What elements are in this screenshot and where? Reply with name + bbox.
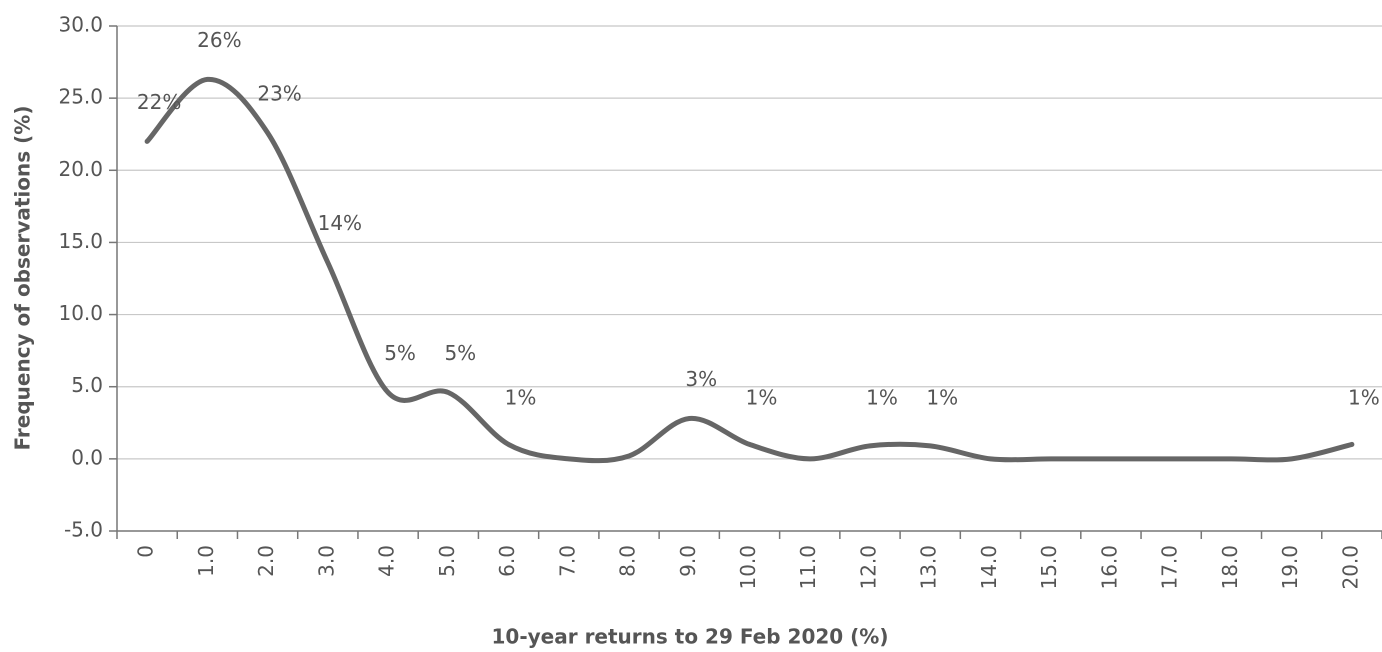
x-tick-label: 8.0 [616, 545, 640, 577]
x-tick-label: 0 [134, 545, 158, 558]
y-tick-label: 25.0 [58, 85, 103, 109]
data-label: 3% [685, 367, 717, 391]
x-tick-label: 3.0 [314, 545, 338, 577]
line [144, 76, 1355, 464]
data-label: 5% [444, 341, 476, 365]
y-tick-label: 0.0 [71, 445, 103, 469]
y-axis-title: Frequency of observations (%) [11, 106, 35, 451]
y-tick-label: 15.0 [58, 229, 103, 253]
x-tick-label: 4.0 [375, 545, 399, 577]
x-tick-label: 15.0 [1037, 545, 1061, 590]
data-label: 1% [926, 385, 958, 409]
x-tick-label: 20.0 [1338, 545, 1362, 590]
x-tick-label: 12.0 [856, 545, 880, 590]
x-tick-label: 19.0 [1278, 545, 1302, 590]
x-tick-label: 5.0 [435, 545, 459, 577]
x-tick-label: 17.0 [1158, 545, 1182, 590]
y-tick-label: 30.0 [58, 13, 103, 37]
data-label: 1% [505, 385, 537, 409]
x-tick-label: 18.0 [1218, 545, 1242, 590]
data-label: 1% [1348, 385, 1380, 409]
x-tick-label: 9.0 [676, 545, 700, 577]
data-label: 14% [318, 211, 362, 235]
y-tick-label: 10.0 [58, 301, 103, 325]
data-label: 23% [257, 81, 301, 105]
x-tick-label: 10.0 [736, 545, 760, 590]
x-tick-label: 6.0 [495, 545, 519, 577]
x-tick-label: 11.0 [796, 545, 820, 590]
y-tick-label: -5.0 [64, 518, 103, 542]
x-tick-label: 1.0 [194, 545, 218, 577]
x-axis-title: 10-year returns to 29 Feb 2020 (%) [492, 625, 889, 649]
x-tick-label: 13.0 [917, 545, 941, 590]
y-tick-label: 20.0 [58, 157, 103, 181]
x-tick-label: 14.0 [977, 545, 1001, 590]
data-label: 1% [746, 385, 778, 409]
data-label: 26% [197, 28, 241, 52]
data-label: 22% [137, 90, 181, 114]
x-tick-label: 2.0 [254, 545, 278, 577]
data-label: 1% [866, 385, 898, 409]
x-tick-label: 16.0 [1097, 545, 1121, 590]
data-label: 5% [384, 341, 416, 365]
y-tick-label: 5.0 [71, 373, 103, 397]
x-tick-label: 7.0 [555, 545, 579, 577]
